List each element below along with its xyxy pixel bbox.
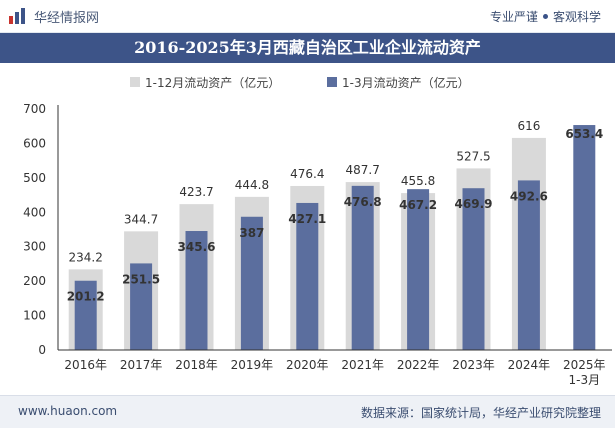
x-tick-label: 2016年 [64,358,107,372]
title-bar [0,33,615,63]
legend-swatch-full-year [130,77,140,87]
tagline-left: 专业严谨 [489,10,538,24]
x-tick-label: 2022年 [397,358,440,372]
separator-dot-icon [542,14,548,19]
bar-q1 [517,180,540,350]
bar-q1 [296,202,319,350]
bar-q1 [74,280,97,350]
data-label-q1: 345.6 [178,240,216,254]
data-label-q1: 427.1 [288,212,326,226]
bar-q1 [185,231,208,350]
data-label-q1: 469.9 [455,197,493,211]
legend-label-q1: 1-3月流动资产（亿元） [342,75,470,90]
data-label-full-year: 455.8 [401,174,435,188]
tagline: 专业严谨 客观科学 [490,8,601,25]
legend-swatch-q1 [327,77,337,87]
data-label-q1: 251.5 [122,272,160,286]
x-tick-label: 2025年 1-3月 [563,358,606,387]
data-label-q1: 201.2 [67,290,105,304]
bar-q1 [462,188,485,350]
bar-q1 [407,189,430,350]
brand-name: 华经情报网 [34,11,100,26]
x-tick-label: 2020年 [286,358,329,372]
website-link[interactable]: www.huaon.com [18,404,118,418]
bar-q1 [240,216,263,350]
bar-chart: 1-12月流动资产（亿元） 1-3月流动资产（亿元） 0 100 200 300 400 50… [23,75,612,387]
y-tick-label: 400 [23,205,46,219]
legend-label-full-year: 1-12月流动资产（亿元） [145,75,280,90]
data-label-full-year: 423.7 [179,185,213,199]
y-tick-label: 300 [23,240,46,254]
y-tick-label: 500 [23,171,46,185]
data-label-q1: 492.6 [510,189,548,203]
data-label-full-year: 527.5 [456,149,490,163]
data-label-full-year: 344.7 [124,212,158,226]
data-label-full-year: 487.7 [346,163,380,177]
bar-q1 [573,125,596,350]
x-tick-label: 2019年 [231,358,274,372]
y-tick-label: 700 [23,102,46,116]
data-source: 数据来源：国家统计局，华经产业研究院整理 [360,406,601,420]
data-label-q1: 387 [239,226,264,240]
x-tick-label: 2018年 [175,358,218,372]
data-label-q1: 467.2 [399,198,437,212]
footer-bar: www.huaon.com 数据来源：国家统计局，华经产业研究院整理 [0,395,615,428]
top-bar: 华经情报网 专业严谨 客观科学 [0,0,615,33]
huajing-logo-icon [9,8,25,24]
y-tick-label: 200 [23,274,46,288]
x-tick-label: 2024年 [508,358,551,372]
chart-title: 2016-2025年3月西藏自治区工业企业流动资产 [134,38,481,57]
bar-q1 [351,185,374,350]
data-label-full-year: 444.8 [235,178,269,192]
tagline-right: 客观科学 [552,10,601,24]
x-tick-label: 2023年 [452,358,495,372]
data-label-full-year: 616 [517,119,540,133]
data-label-full-year: 476.4 [290,167,324,181]
x-tick-label: 2021年 [341,358,384,372]
y-tick-label: 0 [38,343,46,357]
bar-q1 [130,263,153,350]
y-tick-label: 600 [23,136,46,150]
data-label-q1: 476.8 [344,195,382,209]
data-label-full-year: 234.2 [69,250,103,264]
data-label-q1: 653.4 [565,127,603,141]
x-tick-label: 2017年 [120,358,163,372]
y-tick-label: 100 [23,309,46,323]
